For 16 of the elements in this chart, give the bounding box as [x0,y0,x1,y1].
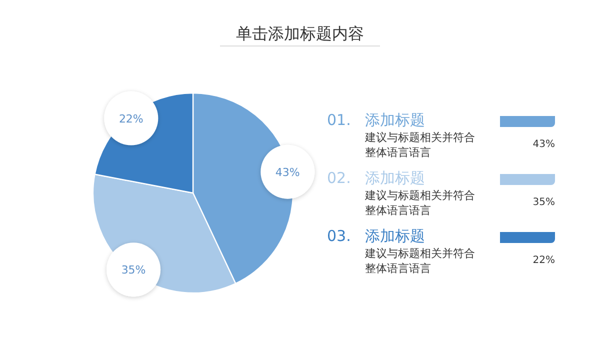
data-label: 35% [121,264,146,277]
data-label: 43% [275,166,300,179]
text: 建议与标题相关并符合整体语言语言 [364,131,475,159]
text: 02. [327,169,351,187]
text: 建议与标题相关并符合整体语言语言 [364,189,475,217]
text: 建议与标题相关并符合整体语言语言 [364,247,475,275]
data-label: 22% [118,112,144,126]
text: 43% [532,139,555,150]
slice-label: 添加标题 [365,227,425,245]
slice-label: 添加标题 [365,169,425,187]
text: 01. [327,111,351,129]
chart-title: 单击添加标题内容 [236,24,364,43]
text: 03. [327,227,351,245]
text: 35% [532,197,555,208]
slice-label: 添加标题 [365,111,425,129]
text: 22% [532,255,555,266]
